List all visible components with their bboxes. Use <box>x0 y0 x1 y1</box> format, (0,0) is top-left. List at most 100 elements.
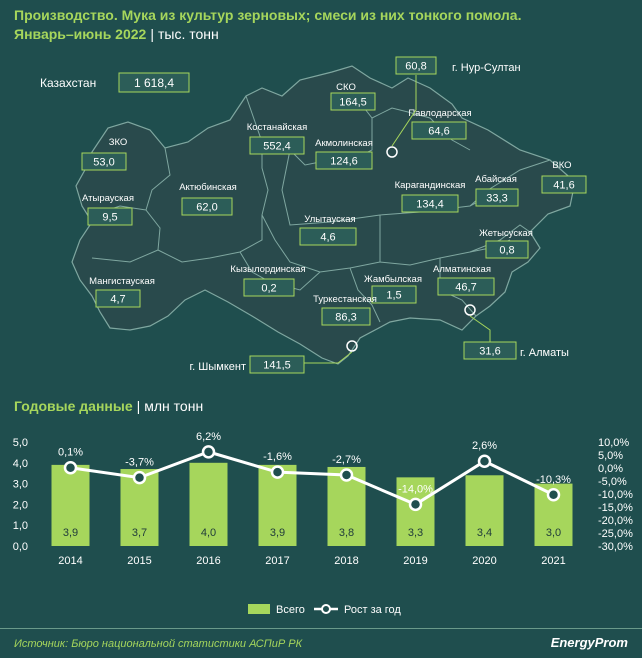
map-region-pavlodar: Павлодарская 64,6 <box>408 108 472 140</box>
map-region-label: Жамбылская <box>364 274 422 285</box>
map-region-label: Жетысуская <box>479 228 533 239</box>
map-region-label: Алматинская <box>433 264 491 275</box>
map-region-label: Карагандинская <box>395 180 466 191</box>
map-city-value: 31,6 <box>479 346 500 358</box>
map-region-ulytau: Улытауская 4,6 <box>299 214 357 246</box>
bar-2016 <box>189 462 228 546</box>
bar-2019 <box>396 477 435 546</box>
growth-value-label: -3,7% <box>125 457 154 469</box>
legend-bar-label: Всего <box>276 604 305 616</box>
title-period: Январь–июнь 2022 <box>14 26 147 42</box>
map-city-marker <box>346 340 358 352</box>
map-city-leader <box>391 75 417 147</box>
map-region-kostanay: Костанайская 552,4 <box>247 122 307 155</box>
bar-value-label: 3,9 <box>270 527 285 539</box>
bar-value-label: 3,3 <box>408 527 423 539</box>
map-region-value-box <box>181 197 233 216</box>
map-region-label: Кызылординская <box>230 264 305 275</box>
annual-section-title: Годовые данные | млн тонн <box>14 398 203 414</box>
growth-value-label: -1,6% <box>263 451 292 463</box>
map-city-value-box <box>395 56 437 75</box>
map-region-value: 552,4 <box>263 141 291 153</box>
map-total-label: Казахстан <box>40 76 96 90</box>
map-region-value-box <box>411 121 467 140</box>
map-region-akmola: Акмолинская 124,6 <box>315 138 373 170</box>
y-right-tick-label: -25,0% <box>598 528 633 540</box>
map-region-value: 33,3 <box>486 193 507 205</box>
annual-title: Годовые данные <box>14 398 133 414</box>
y-left-tick-label: 0,0 <box>13 541 28 553</box>
map-region-atyrau: Атырауская 9,5 <box>82 193 134 226</box>
map-region-label: ЗКО <box>109 137 128 148</box>
kazakhstan-map: Казахстан 1 618,4 ЗКО 53,0 Атырауская 9,5 Манг… <box>40 56 587 374</box>
growth-point-2015 <box>132 470 147 485</box>
annual-chart: 0,01,02,03,04,05,0 10,0%5,0%0,0%-5,0%-10,… <box>13 431 633 616</box>
map-region-kyzylorda: Кызылординская 0,2 <box>230 264 306 297</box>
brand-logo: EnergyProm <box>550 635 628 650</box>
y-right-tick-label: -15,0% <box>598 502 633 514</box>
map-city-nursultan: 60,8 г. Нур-Султан <box>386 56 521 158</box>
y-right-tick-label: 0,0% <box>598 463 623 475</box>
bar-value-label: 3,0 <box>546 527 561 539</box>
title-unit: тыс. тонн <box>157 26 219 42</box>
map-city-almaty: 31,6 г. Алматы <box>463 304 569 360</box>
y-left-tick-label: 4,0 <box>13 458 28 470</box>
map-city-value-box <box>249 355 305 374</box>
bar-value-label: 3,8 <box>339 527 354 539</box>
map-region-value: 4,7 <box>110 294 125 306</box>
growth-point-2017 <box>270 465 285 479</box>
map-total: Казахстан 1 618,4 <box>40 72 190 93</box>
map-city-leader <box>469 315 491 342</box>
map-region-value-box <box>315 151 373 170</box>
growth-point-2014 <box>63 460 78 475</box>
map-region-value: 0,8 <box>499 245 514 257</box>
map-city-label: г. Шымкент <box>190 361 247 373</box>
y-left-tick-label: 5,0 <box>13 437 28 449</box>
y-left-tick-label: 1,0 <box>13 520 28 532</box>
footer: Источник: Бюро национальной статистики А… <box>0 628 642 658</box>
map-city-label: г. Алматы <box>520 347 569 359</box>
map-region-almaty_reg: Алматинская 46,7 <box>433 264 495 296</box>
map-city-value-box <box>463 341 517 360</box>
map-region-zhetysu: Жетысуская 0,8 <box>479 228 533 259</box>
annual-unit: млн тонн <box>144 398 204 414</box>
map-region-value: 134,4 <box>416 199 444 211</box>
bar-value-label: 3,4 <box>477 527 492 539</box>
bar-2020 <box>465 475 504 546</box>
growth-value-label: 6,2% <box>196 431 221 443</box>
growth-value-label: -10,3% <box>536 474 571 486</box>
map-region-value: 1,5 <box>386 290 401 302</box>
map-region-karaganda: Карагандинская 134,4 <box>395 180 466 213</box>
map-city-marker <box>386 146 398 158</box>
chart-content: 0,01,02,03,04,05,0 10,0%5,0%0,0%-5,0%-10,… <box>13 431 633 616</box>
growth-point-2021 <box>546 488 561 502</box>
map-region-value-box <box>371 285 417 304</box>
y-right-tick-label: -10,0% <box>598 489 633 501</box>
map-region-label: Акмолинская <box>315 138 373 149</box>
x-tick-label: 2019 <box>403 555 427 567</box>
map-region-label: Улытауская <box>304 214 355 225</box>
source-note: Источник: Бюро национальной статистики А… <box>14 638 303 650</box>
legend-bar-swatch <box>248 604 270 614</box>
map-region-value: 46,7 <box>455 282 476 294</box>
map-region-value: 164,5 <box>339 97 367 109</box>
map-total-value-box <box>118 72 190 93</box>
map-region-value: 9,5 <box>102 212 117 224</box>
growth-point-2019 <box>408 497 423 512</box>
x-tick-label: 2018 <box>334 555 358 567</box>
map-region-value-box <box>541 175 587 194</box>
map-region-zko: ЗКО 53,0 <box>81 137 128 171</box>
y-right-tick-label: -30,0% <box>598 541 633 553</box>
map-region-value-box <box>485 240 529 259</box>
x-tick-label: 2021 <box>541 555 565 567</box>
legend-line-marker <box>321 604 331 614</box>
map-region-label: Абайская <box>475 174 517 185</box>
map-region-zhambyl: Жамбылская 1,5 <box>364 274 422 304</box>
map-region-mangistau: Мангистауская 4,7 <box>89 276 155 308</box>
map-city-shymkent: 141,5 г. Шымкент <box>190 340 358 374</box>
map-region-value-box <box>321 307 371 326</box>
growth-point-2018 <box>339 468 354 482</box>
x-tick-label: 2016 <box>196 555 220 567</box>
map-region-value-box <box>475 188 519 207</box>
growth-value-label: -14,0% <box>398 483 433 495</box>
